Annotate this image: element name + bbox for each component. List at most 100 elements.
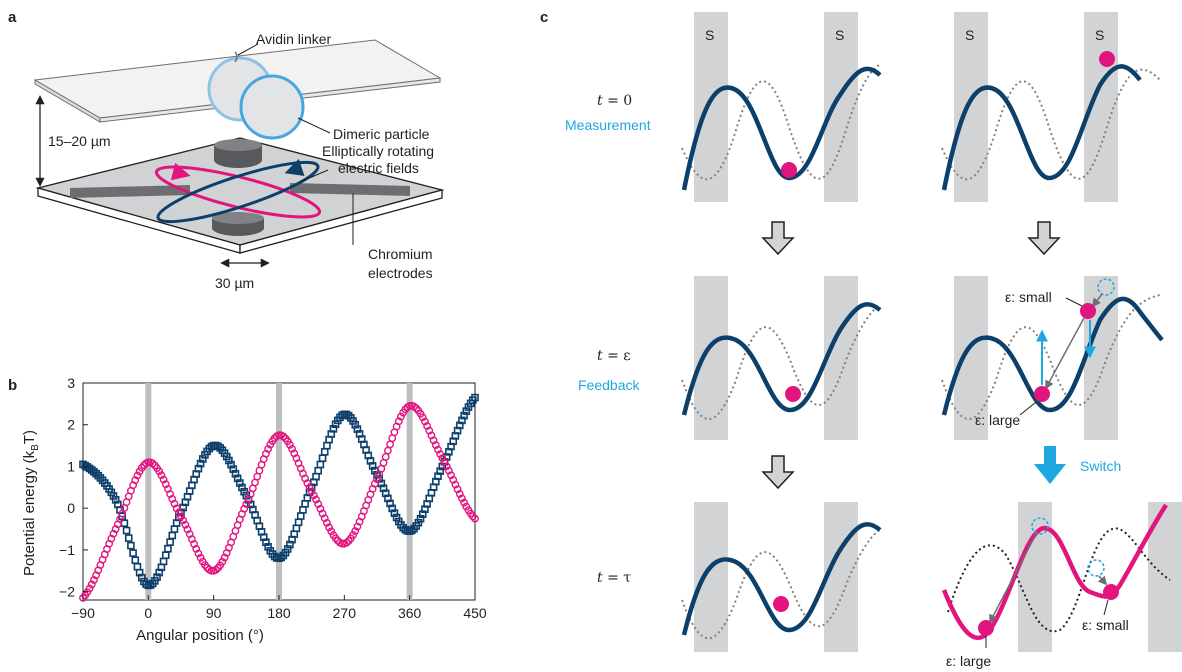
s-label: S bbox=[705, 27, 714, 43]
data-point bbox=[299, 506, 307, 514]
vertical-markers bbox=[145, 383, 413, 600]
x-tick-label: 270 bbox=[333, 605, 357, 621]
data-point bbox=[444, 466, 453, 475]
x-tick-label: 450 bbox=[463, 605, 487, 621]
dotted-potential bbox=[947, 527, 1171, 633]
y-tick-label: 3 bbox=[67, 375, 75, 391]
particle bbox=[1099, 51, 1115, 67]
fields-label-line1: Elliptically rotating bbox=[322, 143, 434, 159]
dotted-potential bbox=[941, 68, 1161, 181]
data-point bbox=[331, 420, 340, 429]
panel-c-letter: c bbox=[540, 9, 548, 26]
data-point bbox=[87, 580, 96, 589]
data-point bbox=[294, 518, 303, 527]
vertical-marker-band bbox=[406, 383, 413, 600]
x-tick-label: 90 bbox=[206, 605, 222, 621]
potential-curve bbox=[941, 296, 1164, 416]
data-point bbox=[279, 432, 288, 441]
s-label: S bbox=[965, 27, 974, 43]
data-point bbox=[355, 430, 364, 438]
particle bbox=[1080, 303, 1096, 319]
y-tick-label: 2 bbox=[67, 417, 75, 433]
x-ticks: −90 0 90 180 270 360 450 bbox=[71, 595, 487, 621]
data-point bbox=[238, 483, 246, 492]
data-point bbox=[196, 459, 205, 468]
y-tick-label: −2 bbox=[59, 584, 75, 600]
previous-position-icon bbox=[1031, 517, 1049, 535]
y-ticks: −2 −1 0 1 2 3 bbox=[59, 375, 88, 600]
data-point bbox=[277, 553, 285, 562]
data-point bbox=[366, 457, 375, 465]
data-point bbox=[440, 458, 449, 466]
switch-label: Switch bbox=[1080, 458, 1121, 474]
data-point bbox=[138, 573, 146, 582]
data-point bbox=[460, 498, 469, 507]
data-point bbox=[174, 508, 183, 517]
data-point bbox=[264, 543, 272, 551]
data-point bbox=[286, 540, 294, 549]
y-tick-label: 0 bbox=[67, 500, 75, 516]
data-point bbox=[240, 487, 248, 496]
data-point bbox=[453, 485, 462, 494]
data-point bbox=[460, 411, 468, 420]
data-point bbox=[124, 534, 133, 542]
potential-curve bbox=[941, 64, 1142, 191]
data-point bbox=[233, 474, 242, 483]
eps-large-label: ε: large bbox=[975, 412, 1020, 428]
data-point bbox=[90, 467, 98, 476]
dotted-potential bbox=[681, 529, 881, 640]
data-point bbox=[222, 452, 231, 461]
width-label: 30 µm bbox=[215, 275, 254, 291]
data-point bbox=[351, 527, 360, 535]
data-point bbox=[109, 492, 118, 500]
data-point bbox=[129, 549, 137, 557]
data-point bbox=[325, 523, 333, 532]
avidin-linker-label: Avidin linker bbox=[256, 31, 332, 47]
data-point bbox=[170, 499, 179, 508]
data-point bbox=[305, 483, 314, 492]
data-point bbox=[135, 568, 144, 577]
data-point bbox=[386, 440, 394, 449]
data-point bbox=[133, 471, 142, 480]
panel-b-letter: b bbox=[8, 377, 17, 394]
data-point bbox=[296, 512, 305, 520]
data-point bbox=[390, 509, 399, 517]
data-point bbox=[85, 584, 94, 593]
data-point bbox=[177, 512, 185, 521]
vertical-marker-band bbox=[145, 383, 152, 600]
panel-c: c t = 0 Measurement t = ε Feedback t = τ… bbox=[540, 9, 1182, 669]
data-point bbox=[418, 510, 427, 518]
data-point bbox=[314, 466, 323, 475]
data-point bbox=[312, 495, 320, 504]
data-point bbox=[381, 489, 390, 498]
data-point bbox=[288, 444, 296, 453]
data-point bbox=[166, 538, 174, 546]
gap-label: 15–20 µm bbox=[48, 133, 111, 149]
down-arrow-icon bbox=[761, 221, 795, 256]
data-point bbox=[153, 573, 161, 581]
data-point bbox=[111, 496, 120, 504]
potential-curve bbox=[681, 522, 882, 636]
data-point bbox=[379, 484, 388, 493]
data-point bbox=[164, 544, 172, 553]
fields-label-line2: electric fields bbox=[338, 160, 419, 176]
data-point bbox=[122, 526, 131, 535]
data-point bbox=[323, 441, 331, 450]
data-point bbox=[397, 412, 405, 421]
electrode-plate bbox=[35, 137, 445, 254]
data-point bbox=[394, 417, 403, 426]
data-point bbox=[386, 499, 394, 508]
data-point bbox=[161, 551, 170, 560]
data-point bbox=[471, 514, 479, 523]
electrodes-label-line2: electrodes bbox=[368, 265, 433, 281]
data-point bbox=[418, 413, 427, 422]
data-point bbox=[320, 514, 329, 523]
down-arrow-icon bbox=[761, 455, 795, 490]
avidin-linker-icon bbox=[234, 51, 238, 63]
data-point bbox=[283, 545, 292, 553]
data-point bbox=[262, 538, 270, 547]
s-label: S bbox=[835, 27, 844, 43]
panel-a-letter: a bbox=[8, 9, 17, 26]
data-point bbox=[198, 455, 207, 463]
